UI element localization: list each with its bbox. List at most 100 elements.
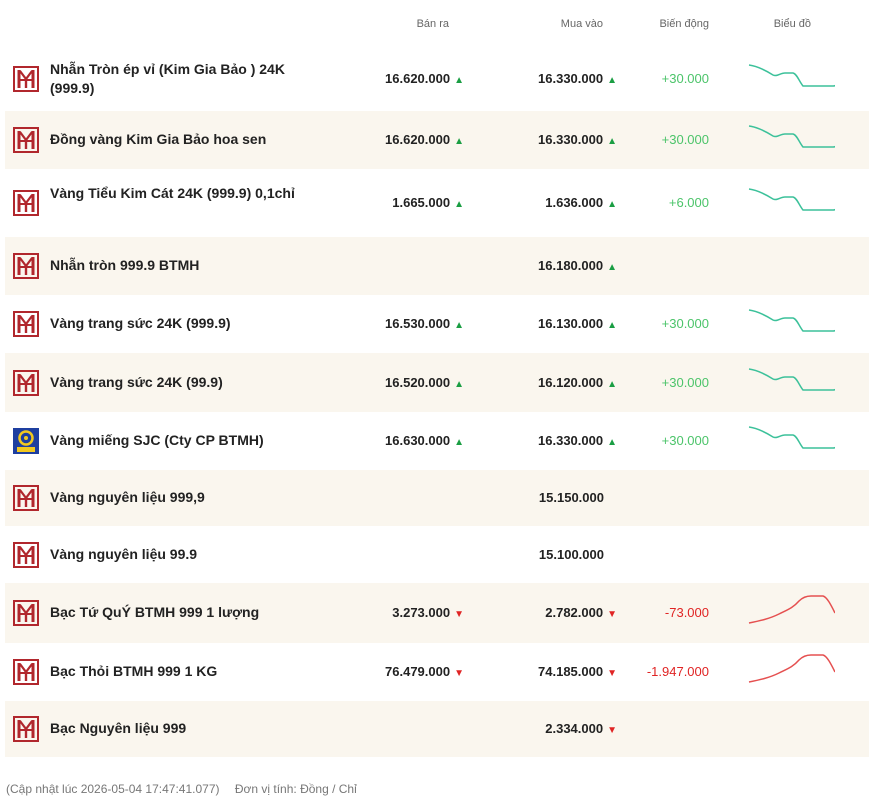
- down-arrow-icon: ▼: [607, 609, 617, 620]
- up-arrow-icon: ▲: [454, 320, 464, 331]
- sell-value: 16.520.000: [385, 374, 451, 390]
- sell-value: 16.530.000: [385, 316, 451, 331]
- buy-value: 16.120.000: [538, 374, 604, 390]
- buy-price: 16.120.000 ▲: [538, 375, 617, 390]
- sell-price: 16.520.000 ▲: [385, 375, 464, 390]
- btmh-logo-icon: [13, 485, 39, 511]
- price-row[interactable]: Đồng vàng Kim Gia Bảo hoa sen 16.620.000 ▲…: [5, 111, 869, 169]
- buy-price: 1.636.000 ▲: [545, 195, 617, 210]
- price-row[interactable]: Bạc Tứ QuÝ BTMH 999 1 lượng 3.273.000 ▼ 2.7…: [5, 583, 869, 643]
- price-row[interactable]: Vàng nguyên liệu 999,9 15.150.000: [5, 470, 869, 526]
- sparkline-chart[interactable]: [747, 185, 838, 221]
- sell-value: 3.273.000: [392, 605, 451, 620]
- sparkline-chart[interactable]: [747, 423, 838, 459]
- sell-price: 3.273.000 ▼: [392, 605, 464, 620]
- price-change: +6.000: [668, 195, 709, 210]
- sjc-logo-icon: [13, 428, 39, 454]
- up-arrow-icon: ▲: [454, 378, 464, 390]
- btmh-logo-icon: [13, 311, 39, 337]
- buy-value: 16.330.000: [538, 132, 604, 147]
- buy-price: 16.330.000 ▲: [538, 132, 617, 147]
- price-change: -1.947.000: [646, 664, 709, 679]
- product-name: Vàng trang sức 24K (999.9): [50, 315, 231, 331]
- price-row[interactable]: Nhẫn tròn 999.9 BTMH 16.180.000 ▲: [5, 237, 869, 295]
- sparkline-path: [748, 367, 838, 391]
- price-change: +30.000: [661, 71, 709, 86]
- down-arrow-icon: ▼: [607, 668, 617, 679]
- btmh-logo-icon: [13, 600, 39, 626]
- sparkline-chart[interactable]: [747, 306, 838, 342]
- price-change: +30.000: [661, 316, 709, 331]
- price-row[interactable]: Vàng trang sức 24K (999.9) 16.530.000 ▲ 16.…: [5, 295, 869, 353]
- header-chart: Biểu đồ: [773, 18, 811, 30]
- btmh-logo-icon: [13, 127, 39, 153]
- price-row[interactable]: Vàng nguyên liệu 99.9 15.100.000: [5, 526, 869, 583]
- buy-value: 15.150.000: [538, 490, 604, 505]
- price-row[interactable]: Vàng trang sức 24K (99.9) 16.520.000 ▲ 16.1…: [5, 353, 869, 412]
- up-arrow-icon: ▲: [454, 136, 464, 147]
- product-name: Vàng nguyên liệu 99.9: [50, 545, 198, 562]
- down-arrow-icon: ▼: [454, 609, 464, 620]
- product-name: Vàng trang sức 24K (99.9): [50, 373, 223, 390]
- price-change: -73.000: [664, 605, 709, 620]
- up-arrow-icon: ▲: [607, 75, 617, 86]
- sparkline-chart[interactable]: [747, 122, 838, 158]
- product-name: Vàng Tiểu Kim Cát 24K (999.9) 0,1chỉ: [50, 185, 295, 201]
- up-arrow-icon: ▲: [607, 262, 617, 273]
- down-arrow-icon: ▼: [454, 668, 464, 679]
- table-header: Bán ra Mua vào Biến động Biểu đồ: [0, 18, 874, 36]
- header-buy: Mua vào: [560, 18, 603, 30]
- sell-value: 16.620.000: [385, 132, 451, 147]
- sparkline-path: [748, 64, 838, 87]
- buy-price: 2.782.000 ▼: [545, 605, 617, 620]
- sell-value: 16.620.000: [385, 71, 451, 86]
- btmh-logo-icon: [13, 253, 39, 279]
- buy-price: 16.180.000 ▲: [538, 258, 617, 273]
- sparkline-path: [748, 125, 838, 148]
- sparkline-path: [748, 188, 838, 211]
- sparkline-chart[interactable]: [747, 654, 836, 690]
- product-name: Nhẫn tròn 999.9 BTMH: [50, 257, 200, 273]
- price-row[interactable]: Vàng Tiểu Kim Cát 24K (999.9) 0,1chỉ 1.66…: [5, 169, 869, 237]
- buy-price: 15.100.000: [539, 547, 604, 562]
- price-row[interactable]: Bạc Thỏi BTMH 999 1 KG 76.479.000 ▼ 74.185.…: [5, 643, 869, 701]
- price-change: +30.000: [661, 433, 709, 448]
- product-name: Vàng miếng SJC (Cty CP BTMH): [50, 432, 264, 448]
- btmh-logo-icon: [13, 716, 39, 742]
- price-row[interactable]: Bạc Nguyên liệu 999 2.334.000 ▼: [5, 701, 869, 757]
- down-arrow-icon: ▼: [607, 725, 617, 736]
- sparkline-chart[interactable]: [747, 595, 836, 631]
- btmh-logo-icon: [13, 190, 39, 216]
- sell-price: 1.665.000 ▲: [392, 195, 464, 210]
- sparkline-chart[interactable]: [747, 365, 838, 401]
- buy-price: 2.334.000 ▼: [545, 721, 617, 736]
- sparkline-path: [748, 426, 838, 449]
- product-name: Bạc Nguyên liệu 999: [50, 720, 187, 736]
- btmh-logo-icon: [13, 659, 39, 685]
- unit-label: Đơn vị tính: Đồng / Chỉ: [234, 782, 357, 796]
- product-name: Nhẫn Tròn ép vỉ (Kim Gia Bảo ) 24K (999.…: [50, 61, 285, 96]
- buy-value: 2.334.000: [545, 721, 604, 736]
- up-arrow-icon: ▲: [454, 75, 464, 86]
- sell-price: 76.479.000 ▼: [385, 664, 464, 679]
- up-arrow-icon: ▲: [607, 320, 617, 331]
- price-row[interactable]: Nhẫn Tròn ép vỉ (Kim Gia Bảo ) 24K (999.…: [5, 47, 869, 111]
- header-sell: Bán ra: [416, 18, 449, 30]
- buy-value: 74.185.000: [538, 664, 604, 679]
- price-row[interactable]: Vàng miếng SJC (Cty CP BTMH) 16.630.000 ▲ 1…: [5, 412, 869, 470]
- sparkline-path: [748, 595, 836, 624]
- buy-value: 15.100.000: [538, 546, 604, 562]
- sell-price: 16.620.000 ▲: [385, 132, 464, 147]
- sparkline-chart[interactable]: [747, 61, 838, 97]
- up-arrow-icon: ▲: [607, 378, 617, 390]
- buy-price: 74.185.000 ▼: [538, 664, 617, 679]
- sell-value: 76.479.000: [385, 664, 451, 679]
- buy-price: 16.130.000 ▲: [538, 316, 617, 331]
- price-change: +30.000: [661, 374, 709, 390]
- up-arrow-icon: ▲: [607, 437, 617, 448]
- buy-price: 16.330.000 ▲: [538, 71, 617, 86]
- up-arrow-icon: ▲: [607, 199, 617, 210]
- btmh-logo-icon: [13, 369, 39, 396]
- sparkline-path: [748, 654, 836, 683]
- sell-value: 1.665.000: [392, 195, 451, 210]
